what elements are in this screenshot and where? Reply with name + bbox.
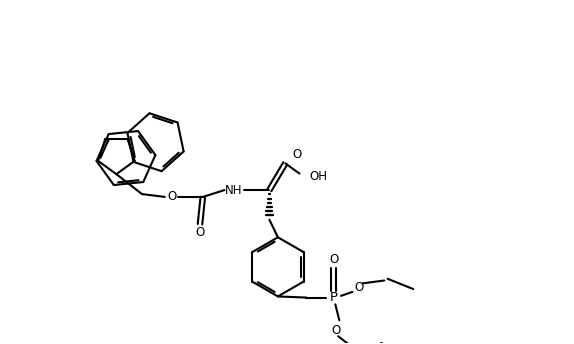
Text: O: O <box>167 191 176 203</box>
Text: O: O <box>195 226 204 239</box>
Text: O: O <box>329 253 338 266</box>
Text: OH: OH <box>309 170 327 183</box>
Text: O: O <box>355 281 364 294</box>
Text: P: P <box>329 291 338 304</box>
Text: NH: NH <box>226 184 243 196</box>
Text: O: O <box>292 148 301 161</box>
Text: O: O <box>332 324 341 337</box>
